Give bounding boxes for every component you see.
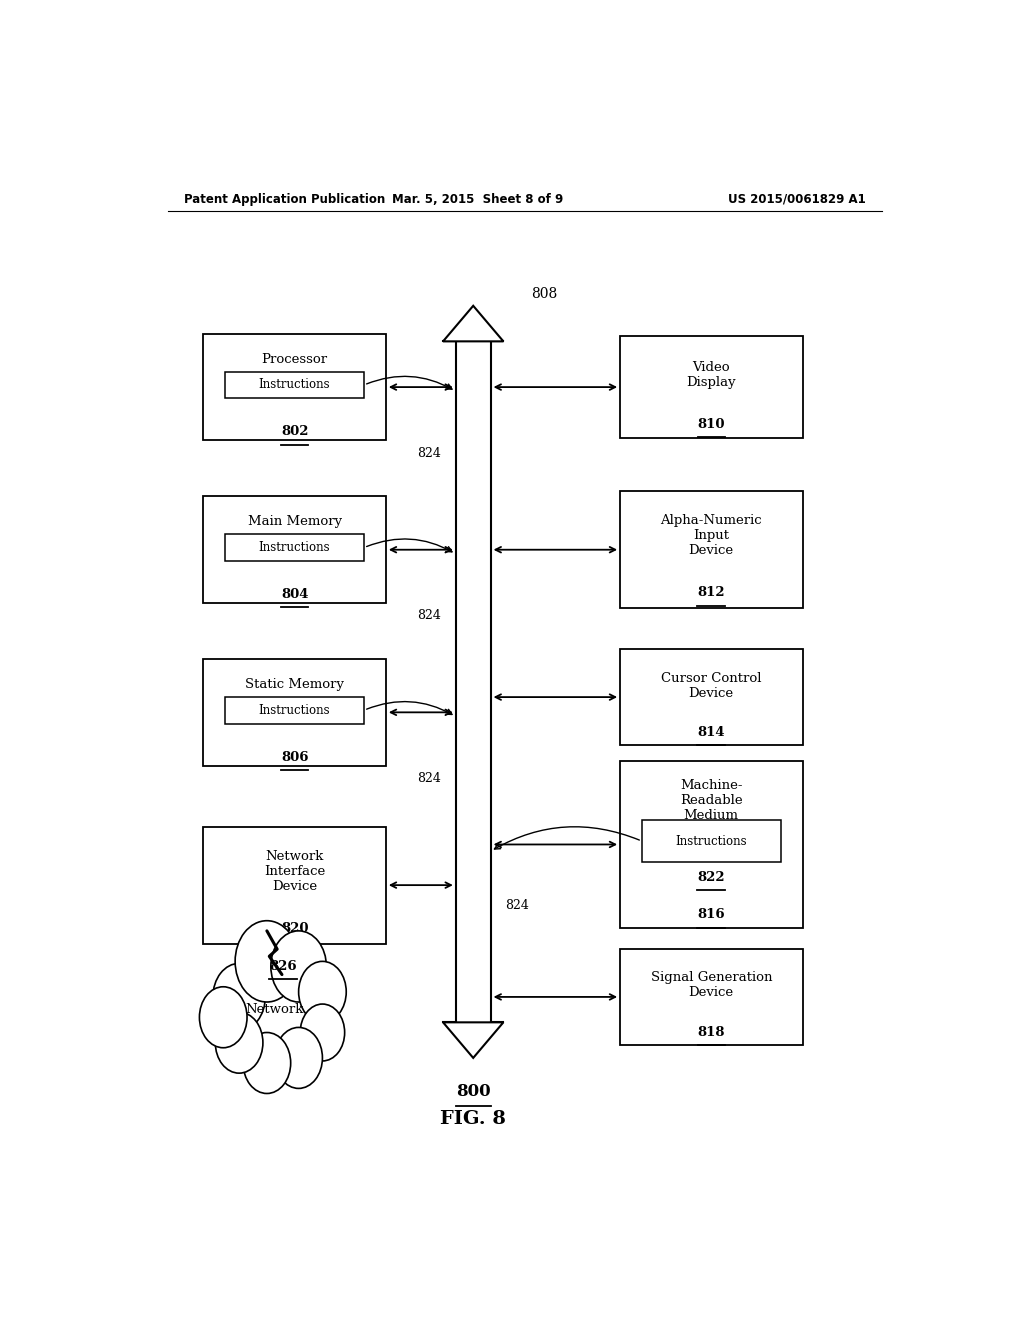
Circle shape xyxy=(215,941,334,1093)
Text: 824: 824 xyxy=(418,772,441,785)
Text: 816: 816 xyxy=(697,908,725,921)
Text: Network
Interface
Device: Network Interface Device xyxy=(264,850,326,892)
Text: Main Memory: Main Memory xyxy=(248,516,342,528)
Text: US 2015/0061829 A1: US 2015/0061829 A1 xyxy=(728,193,866,206)
Bar xyxy=(204,334,386,441)
Bar xyxy=(620,337,803,438)
Text: 818: 818 xyxy=(697,1026,725,1039)
Circle shape xyxy=(215,1012,263,1073)
Circle shape xyxy=(200,987,247,1048)
Circle shape xyxy=(274,1027,323,1089)
Text: Static Memory: Static Memory xyxy=(245,678,344,692)
Circle shape xyxy=(243,1032,291,1093)
Bar xyxy=(620,760,803,928)
Circle shape xyxy=(299,961,346,1023)
Bar xyxy=(620,949,803,1045)
Text: Video
Display: Video Display xyxy=(686,360,736,389)
Polygon shape xyxy=(443,306,504,342)
Bar xyxy=(204,659,386,766)
Text: 824: 824 xyxy=(505,899,528,912)
Bar xyxy=(620,491,803,609)
Text: Machine-
Readable
Medium: Machine- Readable Medium xyxy=(680,779,742,822)
Text: Signal Generation
Device: Signal Generation Device xyxy=(650,972,772,999)
Bar xyxy=(204,826,386,944)
Text: 822: 822 xyxy=(697,871,725,883)
Text: FIG. 8: FIG. 8 xyxy=(440,1110,506,1127)
Circle shape xyxy=(270,931,327,1002)
Text: Instructions: Instructions xyxy=(676,834,748,847)
Text: Mar. 5, 2015  Sheet 8 of 9: Mar. 5, 2015 Sheet 8 of 9 xyxy=(391,193,563,206)
Text: Alpha-Numeric
Input
Device: Alpha-Numeric Input Device xyxy=(660,515,762,557)
Text: 802: 802 xyxy=(281,425,308,438)
Bar xyxy=(642,820,780,862)
Text: 820: 820 xyxy=(281,921,308,935)
Text: 824: 824 xyxy=(418,446,441,459)
Bar xyxy=(225,535,364,561)
Text: 810: 810 xyxy=(697,418,725,432)
Text: Patent Application Publication: Patent Application Publication xyxy=(183,193,385,206)
Bar xyxy=(225,697,364,723)
Text: Processor: Processor xyxy=(261,352,328,366)
Text: 808: 808 xyxy=(531,286,557,301)
Text: Cursor Control
Device: Cursor Control Device xyxy=(662,672,762,700)
Text: Instructions: Instructions xyxy=(259,704,331,717)
Polygon shape xyxy=(443,1022,504,1057)
Text: Network: Network xyxy=(246,1003,304,1015)
Bar xyxy=(225,372,364,399)
Text: 814: 814 xyxy=(697,726,725,739)
Circle shape xyxy=(213,964,265,1031)
Bar xyxy=(204,496,386,603)
Text: 804: 804 xyxy=(281,587,308,601)
Text: 824: 824 xyxy=(418,610,441,622)
Circle shape xyxy=(236,921,299,1002)
Circle shape xyxy=(300,1005,345,1061)
Text: 812: 812 xyxy=(697,586,725,599)
Text: Instructions: Instructions xyxy=(259,379,331,392)
Text: 806: 806 xyxy=(281,751,308,764)
Text: 826: 826 xyxy=(269,960,297,973)
Bar xyxy=(620,649,803,746)
Text: 800: 800 xyxy=(456,1082,490,1100)
Text: Instructions: Instructions xyxy=(259,541,331,554)
